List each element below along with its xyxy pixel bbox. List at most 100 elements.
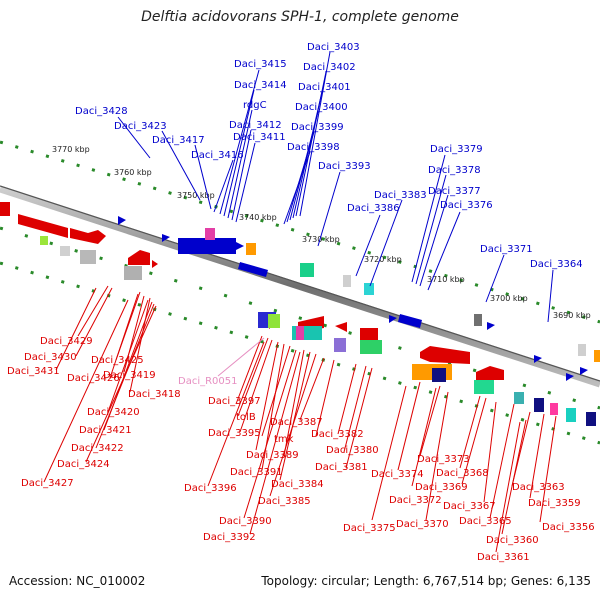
gene-label[interactable]: Daci_3400 [295,102,348,113]
gene-arrow-cluster[interactable] [178,238,244,254]
gene-arrow[interactable] [360,328,378,340]
gene-label[interactable]: Daci_3399 [291,122,344,133]
gene-block[interactable] [360,340,382,354]
gene-arrow[interactable] [70,228,106,244]
gene-label[interactable]: Daci_3412 [229,120,282,131]
gene-block[interactable] [40,236,48,245]
gene-label[interactable]: Daci_3372 [389,495,442,506]
gene-block[interactable] [343,275,351,287]
gene-arrow[interactable] [534,355,542,363]
gene-label[interactable]: Daci_3423 [114,121,167,132]
gene-label[interactable]: Daci_3382 [311,429,364,440]
gene-label[interactable]: Daci_3395 [208,428,261,439]
gene-arrow[interactable] [389,315,397,323]
gene-label[interactable]: Daci_3420 [87,407,140,418]
gene-label[interactable]: Daci_3375 [343,523,396,534]
gene-label[interactable]: Daci_3418 [128,389,181,400]
gene-label[interactable]: Daci_3356 [542,522,595,533]
gene-label[interactable]: Daci_3425 [91,355,144,366]
gene-block[interactable] [300,263,314,277]
gene-block[interactable] [474,380,494,394]
gene-arrow[interactable] [128,250,150,265]
gene-arrow-cluster[interactable] [18,214,68,238]
gene-arrow[interactable] [335,322,347,332]
gene-block[interactable] [364,283,374,295]
gene-label[interactable]: Daci_3386 [347,203,400,214]
gene-label[interactable]: Daci_3414 [234,80,287,91]
gene-arrow[interactable] [566,373,574,381]
gene-label[interactable]: rdgC [243,100,267,111]
gene-block[interactable] [268,314,280,328]
gene-block[interactable] [296,326,304,340]
gene-label[interactable]: Daci_3431 [7,366,60,377]
gene-block[interactable] [432,368,446,382]
gene-label[interactable]: Daci_3363 [512,482,565,493]
gene-label[interactable]: Daci_3397 [208,396,261,407]
gene-label[interactable]: Daci_3427 [21,478,74,489]
gene-label[interactable]: Daci_3398 [287,142,340,153]
gene-label[interactable]: Daci_3411 [233,132,286,143]
gene-label[interactable]: Daci_3384 [271,479,324,490]
gene-label[interactable]: Daci_3416 [191,150,244,161]
gene-label[interactable]: Daci_3421 [79,425,132,436]
gene-block[interactable] [474,314,482,326]
gene-label[interactable]: Daci_3422 [71,443,124,454]
gene-label[interactable]: Daci_3365 [459,516,512,527]
gene-label[interactable]: Daci_3391 [230,467,283,478]
gene-label[interactable]: Daci_3369 [415,482,468,493]
gene-label[interactable]: Daci_3377 [428,186,481,197]
gene-label[interactable]: Daci_3396 [184,483,237,494]
gene-label[interactable]: Daci_3415 [234,59,287,70]
gene-label[interactable]: Daci_3364 [530,259,583,270]
gene-label[interactable]: Daci_3429 [40,336,93,347]
gene-label[interactable]: Daci_3426 [67,373,120,384]
gene-arrow[interactable] [476,366,504,380]
gene-label[interactable]: Daci_3368 [436,468,489,479]
gene-label[interactable]: Daci_3380 [326,445,379,456]
gene-label[interactable]: Daci_3424 [57,459,110,470]
gene-arrow[interactable] [0,202,10,216]
gene-arrow-cluster[interactable] [420,346,470,364]
gene-block[interactable] [80,250,96,264]
gene-label[interactable]: Daci_3381 [315,462,368,473]
gene-label[interactable]: Daci_3419 [103,370,156,381]
gene-label[interactable]: Daci_3379 [430,144,483,155]
gene-arrow[interactable] [152,260,158,268]
gene-label[interactable]: Daci_3370 [396,519,449,530]
gene-label[interactable]: Daci_3392 [203,532,256,543]
gene-label[interactable]: Daci_3373 [417,454,470,465]
gene-block[interactable] [514,392,524,404]
gene-label[interactable]: Daci_3361 [477,552,530,563]
gene-label[interactable]: Daci_3389 [246,450,299,461]
gene-label[interactable]: Daci_3383 [374,190,427,201]
gene-arrow-cluster[interactable] [398,314,422,328]
gene-label[interactable]: Daci_3390 [219,516,272,527]
gene-block[interactable] [334,338,346,352]
gene-label[interactable]: Daci_3403 [307,42,360,53]
gene-label[interactable]: Daci_3374 [371,469,424,480]
gene-label[interactable]: Daci_3401 [298,82,351,93]
gene-block[interactable] [586,412,596,426]
gene-block[interactable] [578,344,586,356]
gene-label[interactable]: Daci_3428 [75,106,128,117]
gene-label[interactable]: Daci_3376 [440,200,493,211]
gene-label[interactable]: Daci_3385 [258,496,311,507]
gene-block[interactable] [205,228,215,240]
gene-label[interactable]: Daci_3371 [480,244,533,255]
gene-block[interactable] [60,246,70,256]
gene-label[interactable]: tolB [236,412,256,423]
gene-label[interactable]: Daci_3417 [152,135,205,146]
gene-arrow[interactable] [162,234,170,242]
gene-arrow[interactable] [580,367,588,375]
gene-label[interactable]: Daci_3367 [443,501,496,512]
rna-gene-label[interactable]: Daci_R0051 [178,376,238,387]
gene-label[interactable]: Daci_3359 [528,498,581,509]
gene-arrow[interactable] [118,216,126,225]
gene-label[interactable]: Daci_3402 [303,62,356,73]
gene-label[interactable]: Daci_3378 [428,165,481,176]
gene-block[interactable] [534,398,544,412]
gene-arrow-cluster[interactable] [238,262,268,277]
gene-label[interactable]: Daci_3430 [24,352,77,363]
gene-block[interactable] [566,408,576,422]
gene-block[interactable] [246,243,256,255]
